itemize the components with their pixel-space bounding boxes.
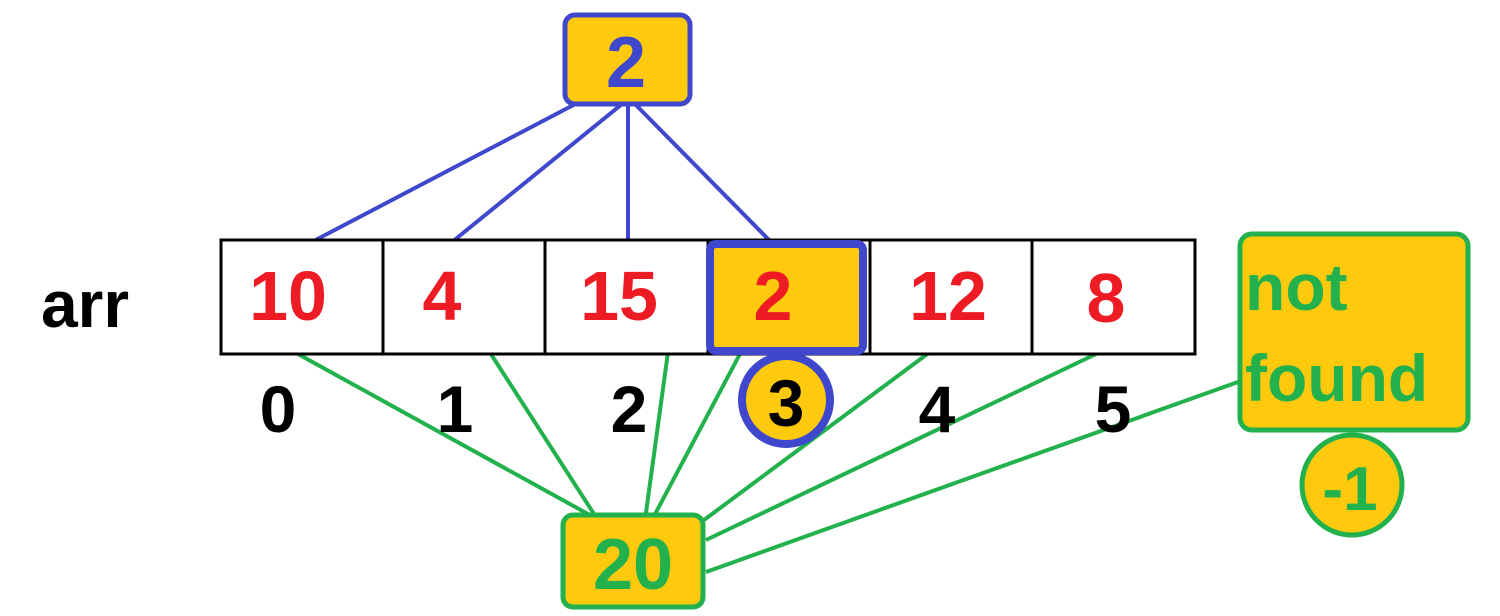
array-indices: 0 1 2 3 4 5 — [260, 366, 1132, 446]
cell-value: 12 — [909, 257, 987, 335]
not-found-line-5 — [705, 352, 1097, 542]
array-cells: 10 4 15 2 12 8 — [219, 238, 1197, 356]
not-found-key-background — [560, 512, 706, 610]
not-found-line-2 — [643, 351, 670, 521]
array-label: arr — [41, 267, 129, 341]
found-line-3 — [629, 98, 773, 244]
not-found-return-value: -1 — [1299, 432, 1405, 538]
found-index-label: 3 — [768, 366, 805, 440]
cell-value: 15 — [580, 257, 658, 335]
not-found-result-box: not found — [1237, 231, 1471, 433]
found-key-value: 2 — [606, 23, 646, 103]
cell-value: 4 — [423, 257, 462, 335]
index-label: 5 — [1095, 372, 1132, 446]
not-found-key-box: 20 — [560, 512, 706, 610]
not-found-line-result — [705, 380, 1239, 574]
cell-value: 10 — [249, 257, 327, 335]
not-found-line-3 — [651, 351, 743, 519]
found-key-box: 2 — [562, 12, 693, 107]
found-key-background — [562, 12, 693, 107]
index-label: 2 — [611, 372, 648, 446]
found-line-1 — [450, 98, 629, 244]
not-found-return-circle — [1299, 432, 1405, 538]
index-label: 1 — [437, 372, 474, 446]
not-found-result-background — [1237, 231, 1471, 433]
found-index-circle — [738, 352, 834, 448]
index-label: 0 — [260, 372, 297, 446]
found-search-lines — [307, 98, 773, 246]
not-found-line-1 — [485, 346, 596, 516]
not-found-label-line2: found — [1245, 341, 1428, 415]
cell-value: 2 — [754, 257, 793, 335]
not-found-return-text: -1 — [1322, 455, 1377, 524]
found-cell-highlight — [706, 240, 867, 355]
found-line-0 — [307, 98, 584, 246]
index-label: 4 — [919, 372, 956, 446]
not-found-line-0 — [297, 352, 589, 516]
cell-value: 8 — [1087, 259, 1126, 337]
not-found-label-line1: not — [1245, 250, 1348, 324]
not-found-key-value: 20 — [593, 525, 673, 605]
